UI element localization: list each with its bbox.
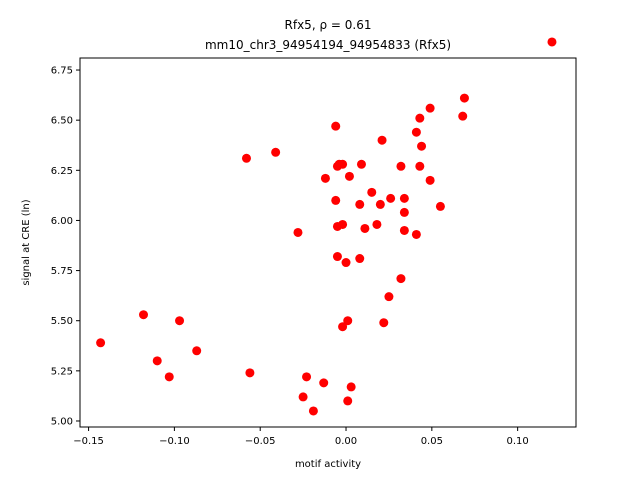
y-axis-ticks: 5.00 5.25 5.50 5.75 6.00 6.25 6.50 6.75 bbox=[51, 66, 80, 427]
x-tick-label-0: −0.15 bbox=[73, 436, 104, 447]
data-point-16 bbox=[415, 161, 425, 171]
data-point-21 bbox=[331, 195, 341, 205]
data-point-34 bbox=[411, 229, 421, 239]
data-point-33 bbox=[293, 227, 303, 237]
data-point-54 bbox=[343, 396, 353, 406]
data-point-45 bbox=[96, 338, 106, 348]
data-point-22 bbox=[386, 193, 396, 203]
y-tick-label-3: 5.75 bbox=[51, 266, 73, 277]
data-point-35 bbox=[332, 252, 342, 262]
data-point-4 bbox=[415, 113, 425, 123]
data-point-8 bbox=[417, 141, 427, 151]
data-point-51 bbox=[319, 378, 329, 388]
x-tick-label-4: 0.05 bbox=[421, 436, 443, 447]
data-point-27 bbox=[399, 207, 409, 217]
data-point-5 bbox=[331, 121, 341, 131]
data-point-24 bbox=[355, 199, 365, 209]
plot-area-frame bbox=[79, 57, 577, 428]
data-point-31 bbox=[360, 223, 370, 233]
data-point-0 bbox=[547, 37, 557, 47]
data-point-10 bbox=[241, 153, 251, 163]
data-point-6 bbox=[411, 127, 421, 137]
data-point-52 bbox=[346, 382, 356, 392]
x-tick-label-5: 0.10 bbox=[507, 436, 529, 447]
data-point-13 bbox=[338, 159, 348, 169]
data-point-44 bbox=[338, 322, 348, 332]
x-tick-label-2: −0.05 bbox=[245, 436, 276, 447]
data-point-32 bbox=[399, 225, 409, 235]
data-point-53 bbox=[298, 392, 308, 402]
data-point-40 bbox=[139, 310, 148, 320]
data-point-41 bbox=[175, 316, 185, 326]
x-axis-label: motif activity bbox=[295, 459, 361, 470]
data-point-23 bbox=[399, 193, 409, 203]
data-point-26 bbox=[435, 201, 445, 211]
data-point-55 bbox=[308, 406, 318, 416]
y-tick-label-5: 6.25 bbox=[51, 166, 73, 177]
y-tick-label-7: 6.75 bbox=[51, 66, 73, 77]
data-point-42 bbox=[343, 316, 353, 326]
data-point-15 bbox=[396, 161, 406, 171]
data-point-28 bbox=[372, 219, 382, 229]
data-point-25 bbox=[375, 199, 385, 209]
data-point-46 bbox=[192, 346, 202, 356]
data-point-1 bbox=[459, 93, 469, 103]
data-point-38 bbox=[396, 274, 406, 284]
y-tick-label-0: 5.00 bbox=[51, 416, 73, 427]
data-point-50 bbox=[302, 372, 312, 382]
data-points bbox=[96, 37, 557, 416]
data-point-18 bbox=[320, 173, 330, 183]
y-axis-label: signal at CRE (ln) bbox=[21, 199, 32, 285]
y-tick-label-6: 6.50 bbox=[51, 116, 73, 127]
data-point-37 bbox=[341, 258, 351, 268]
data-point-48 bbox=[245, 368, 255, 378]
data-point-49 bbox=[164, 372, 174, 382]
data-point-7 bbox=[377, 135, 387, 145]
y-tick-label-1: 5.25 bbox=[51, 366, 73, 377]
x-axis-ticks: −0.15 −0.10 −0.05 0.00 0.05 0.10 bbox=[73, 427, 529, 447]
chart-title-line1: Rfx5, ρ = 0.61 bbox=[285, 18, 372, 32]
data-point-14 bbox=[356, 159, 366, 169]
x-tick-label-1: −0.10 bbox=[159, 436, 190, 447]
data-point-9 bbox=[271, 147, 281, 157]
data-point-43 bbox=[379, 318, 389, 328]
x-tick-label-3: 0.00 bbox=[335, 436, 357, 447]
data-point-3 bbox=[458, 111, 468, 121]
data-point-19 bbox=[425, 175, 435, 185]
data-point-30 bbox=[332, 221, 342, 231]
data-point-2 bbox=[425, 103, 435, 113]
data-point-47 bbox=[152, 356, 162, 366]
data-point-17 bbox=[344, 171, 354, 181]
y-tick-label-4: 6.00 bbox=[51, 216, 73, 227]
data-point-20 bbox=[367, 187, 377, 197]
chart-title-line2: mm10_chr3_94954194_94954833 (Rfx5) bbox=[205, 38, 451, 52]
data-point-36 bbox=[355, 254, 365, 264]
data-point-39 bbox=[384, 292, 394, 302]
y-tick-label-2: 5.50 bbox=[51, 316, 73, 327]
